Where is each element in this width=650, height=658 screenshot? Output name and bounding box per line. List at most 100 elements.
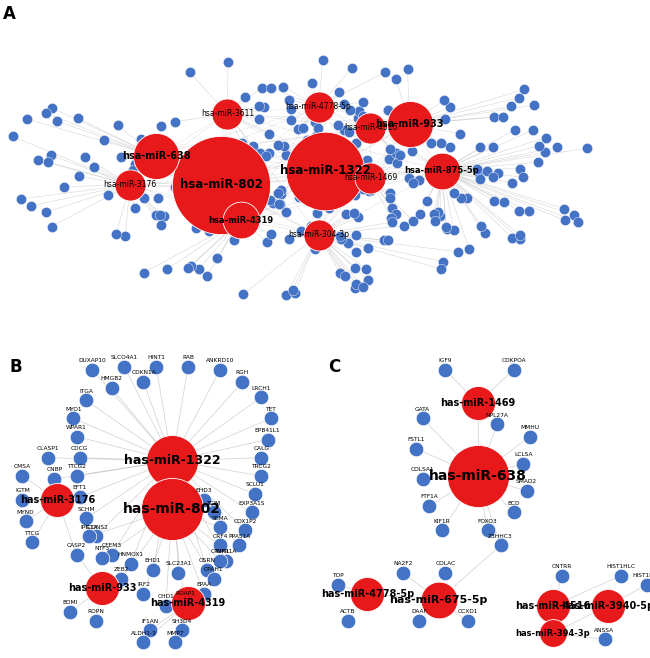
Text: ITGA: ITGA [79, 388, 93, 393]
Point [47, 221, 57, 232]
Point [488, 142, 498, 153]
Point [514, 205, 525, 216]
Point [214, 168, 225, 179]
Point [244, 161, 255, 171]
Point [311, 182, 322, 193]
Point [216, 155, 226, 166]
Point [510, 124, 520, 135]
Point [294, 191, 305, 202]
Point [256, 470, 266, 481]
Point [385, 143, 395, 154]
Point [268, 197, 278, 208]
Point [257, 82, 267, 93]
Text: MYO1: MYO1 [65, 407, 82, 412]
Point [298, 182, 309, 193]
Text: TET: TET [265, 407, 276, 412]
Point [312, 207, 322, 218]
Text: EPAA: EPAA [196, 582, 211, 587]
Text: CDKN1A: CDKN1A [131, 370, 156, 375]
Text: COLSA1: COLSA1 [411, 467, 434, 472]
Point [341, 209, 352, 220]
Point [214, 365, 225, 375]
Point [246, 164, 256, 174]
Point [488, 111, 499, 122]
Text: has-miR-4516: has-miR-4516 [515, 601, 590, 611]
Point [394, 127, 404, 138]
Point [256, 392, 266, 403]
Point [116, 574, 126, 584]
Point [81, 513, 91, 524]
Text: TCIM: TCIM [207, 501, 220, 505]
Text: has-miR-638: has-miR-638 [429, 469, 526, 483]
Point [285, 115, 296, 126]
Point [434, 211, 445, 222]
Point [430, 215, 440, 226]
Point [216, 180, 226, 190]
Point [87, 365, 98, 375]
Text: HINT1: HINT1 [148, 355, 165, 360]
Point [408, 216, 419, 226]
Point [72, 470, 82, 481]
Point [125, 559, 136, 569]
Text: MMP7: MMP7 [166, 630, 184, 636]
Point [519, 84, 529, 95]
Text: has-miR-3176: has-miR-3176 [20, 495, 95, 505]
Text: EFT1: EFT1 [73, 486, 87, 490]
Point [307, 184, 317, 195]
Text: hsa-miR-3611: hsa-miR-3611 [201, 109, 254, 118]
Point [225, 101, 235, 111]
Text: FTF1A: FTF1A [420, 494, 438, 499]
Point [293, 124, 304, 135]
Point [138, 377, 149, 388]
Point [46, 150, 56, 161]
Point [229, 151, 239, 161]
Point [256, 453, 266, 463]
Text: SMAD2: SMAD2 [516, 479, 537, 484]
Point [441, 222, 451, 232]
Point [262, 237, 272, 247]
Point [528, 124, 539, 135]
Point [464, 243, 474, 254]
Point [263, 434, 273, 445]
Point [362, 274, 372, 285]
Point [278, 140, 289, 151]
Point [343, 616, 353, 626]
Point [313, 123, 324, 134]
Text: MYND: MYND [17, 509, 34, 515]
Point [275, 199, 285, 209]
Point [338, 164, 348, 175]
Point [540, 147, 551, 157]
Point [339, 99, 349, 109]
Point [514, 230, 525, 240]
Point [147, 136, 157, 146]
Point [49, 474, 60, 484]
Point [287, 285, 298, 295]
Point [258, 102, 268, 113]
Point [440, 365, 450, 375]
Point [311, 130, 321, 141]
Point [310, 244, 320, 255]
Point [59, 182, 70, 192]
Point [183, 362, 193, 372]
Point [475, 174, 486, 184]
Point [547, 628, 558, 638]
Text: B: B [10, 358, 22, 376]
Point [515, 234, 525, 244]
Point [264, 129, 274, 139]
Point [339, 125, 349, 136]
Point [399, 220, 410, 231]
Point [318, 196, 329, 207]
Point [358, 111, 368, 122]
Text: IRF2: IRF2 [137, 582, 150, 587]
Point [475, 142, 486, 153]
Point [473, 470, 483, 481]
Point [480, 228, 490, 238]
Point [312, 150, 322, 161]
Point [199, 495, 209, 505]
Point [148, 145, 158, 155]
Text: EHD1: EHD1 [145, 558, 161, 563]
Point [205, 159, 216, 169]
Point [454, 128, 465, 139]
Point [434, 166, 444, 177]
Point [306, 220, 316, 231]
